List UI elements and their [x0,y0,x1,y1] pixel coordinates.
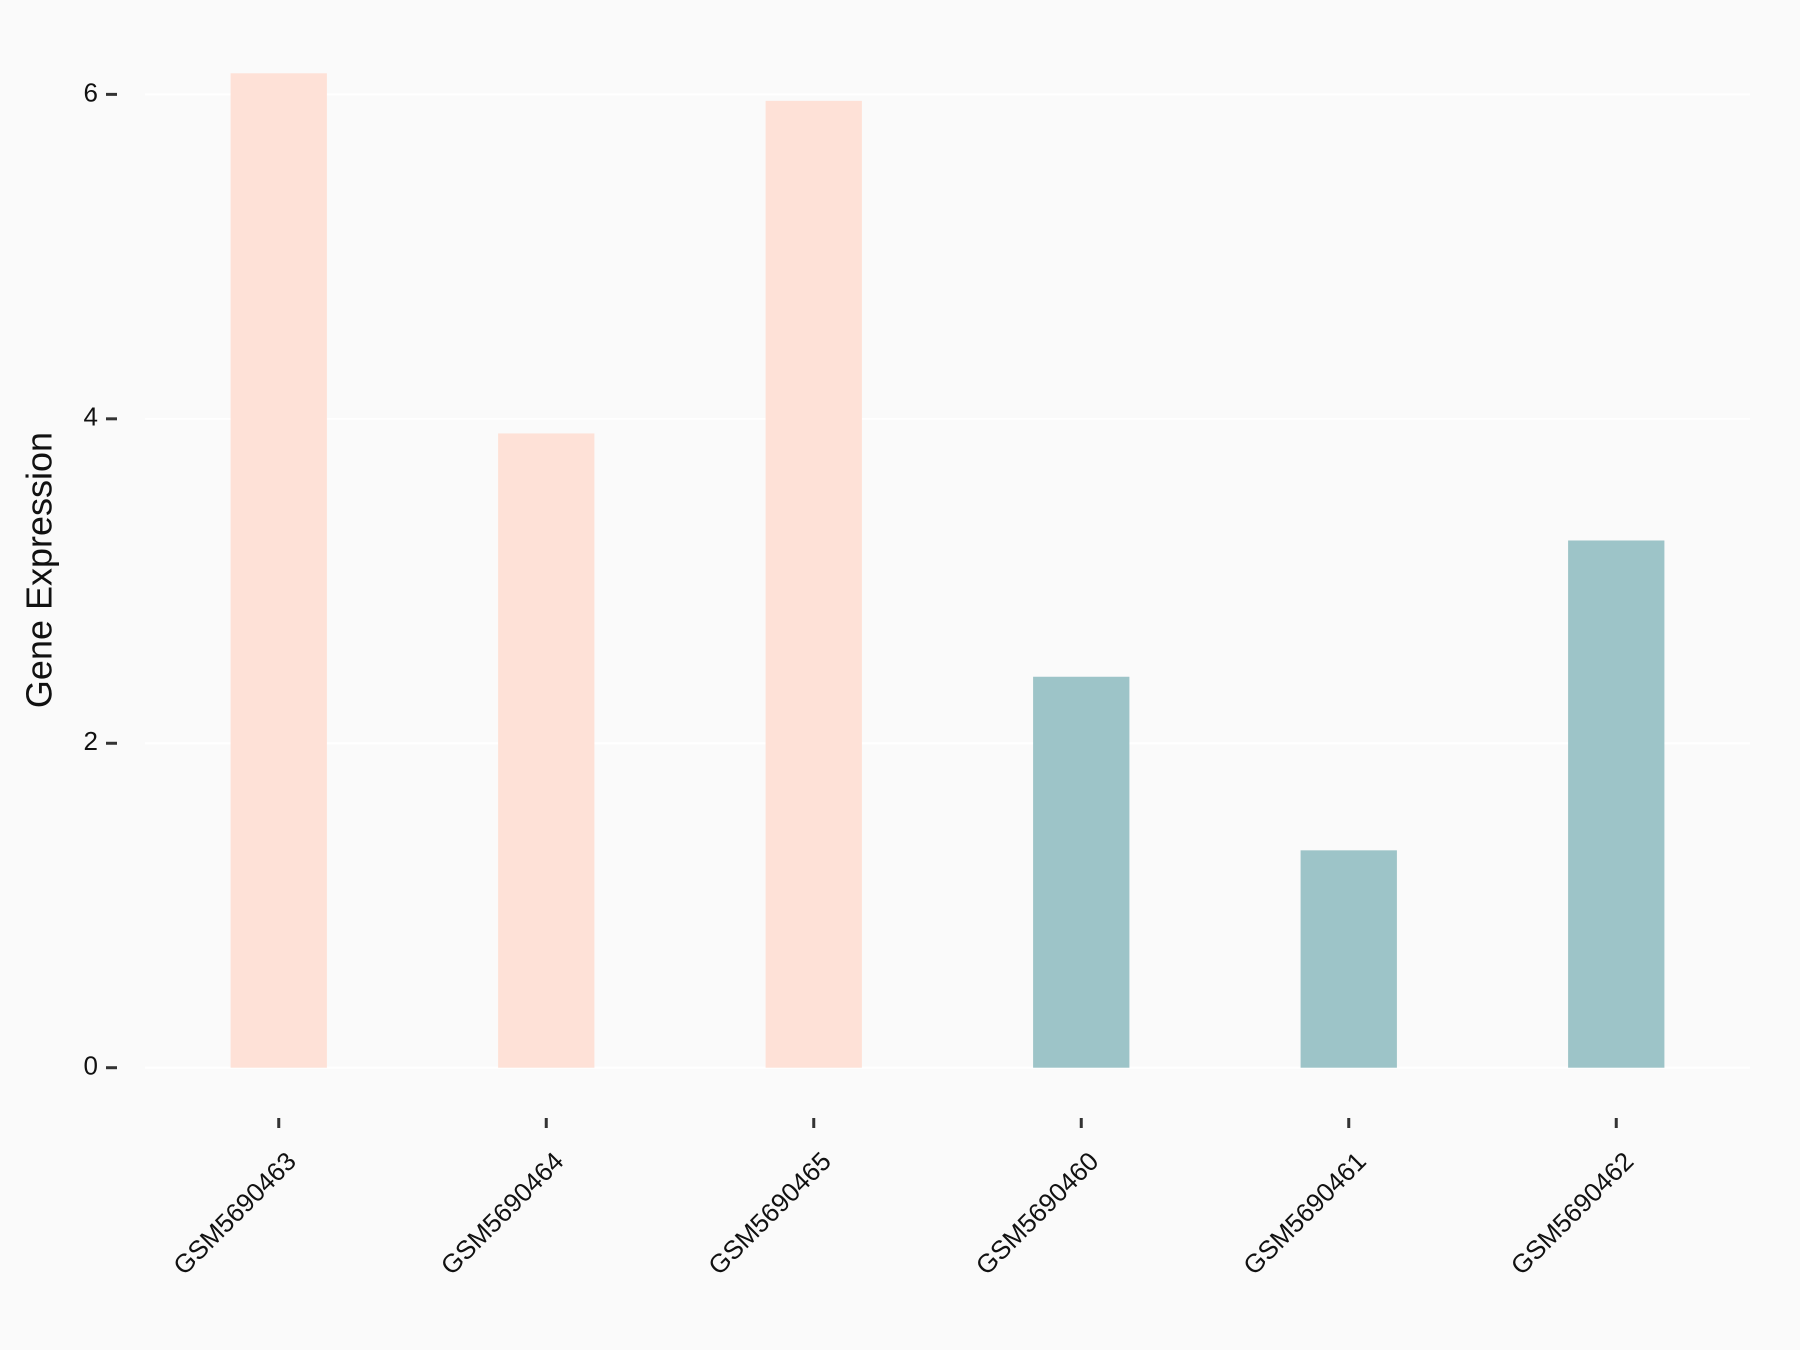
bar [765,100,862,1068]
y-tick-label: 6 [84,77,98,107]
bar [1033,676,1130,1068]
y-tick-label: 4 [84,402,98,432]
y-axis-title: Gene Expression [19,432,60,708]
y-tick-label: 2 [84,726,98,756]
bar [230,73,327,1068]
y-tick-label: 0 [84,1051,98,1081]
bar [1300,850,1397,1068]
bar [498,433,595,1068]
bar [1568,540,1665,1068]
